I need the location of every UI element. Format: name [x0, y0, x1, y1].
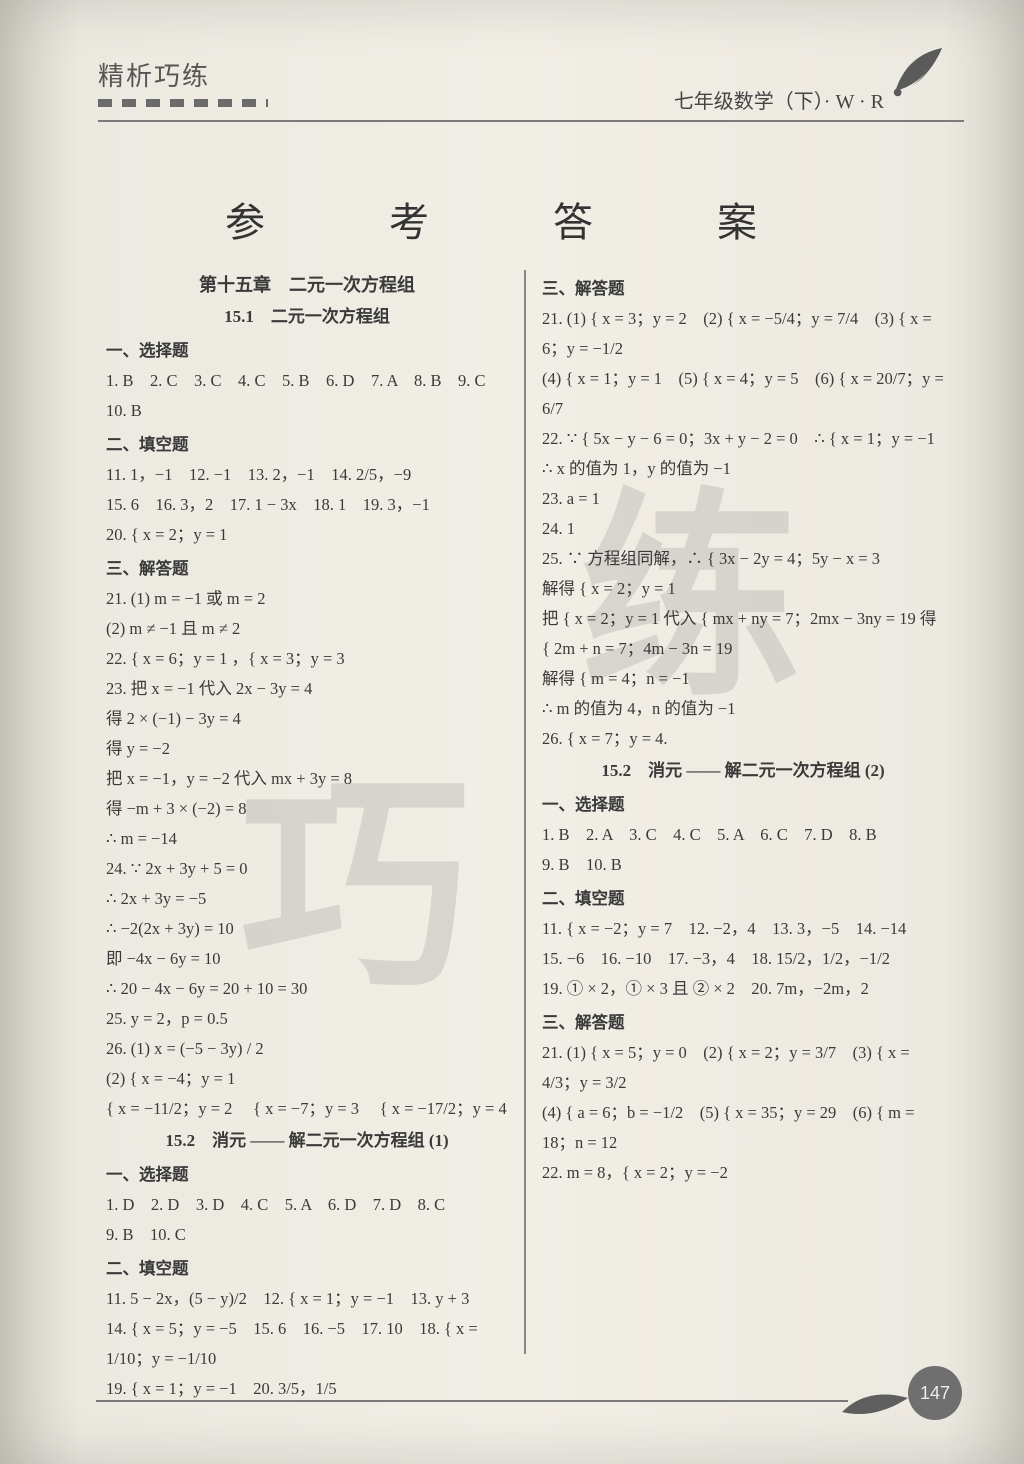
answer-line: (4) { x = 1；y = 1 (5) { x = 4；y = 5 (6) … [542, 364, 944, 424]
subsection-heading: 一、选择题 [106, 336, 508, 366]
answer-line: 22. { x = 6；y = 1 ，{ x = 3；y = 3 [106, 644, 508, 674]
answer-line: 24. ∵ 2x + 3y + 5 = 0 [106, 854, 508, 884]
chapter-heading: 第十五章 二元一次方程组 [106, 270, 508, 300]
subsection-heading: 一、选择题 [542, 790, 944, 820]
answer-line: 22. m = 8，{ x = 2；y = −2 [542, 1158, 944, 1188]
page-header: 精析巧练 七年级数学（下）· W · R [98, 56, 964, 122]
answer-line: 把 { x = 2；y = 1 代入 { mx + ny = 7；2mx − 3… [542, 604, 944, 664]
subsection-heading: 二、填空题 [106, 1254, 508, 1284]
answer-line: 22. ∵ { 5x − y − 6 = 0；3x + y − 2 = 0 ∴ … [542, 424, 944, 454]
answer-line: (2) m ≠ −1 且 m ≠ 2 [106, 614, 508, 644]
answer-line: 25. ∵ 方程组同解，∴ { 3x − 2y = 4；5y − x = 3 [542, 544, 944, 574]
answer-line: 11. 1，−1 12. −1 13. 2，−1 14. 2/5，−9 [106, 460, 508, 490]
subsection-heading: 一、选择题 [106, 1160, 508, 1190]
answer-line: 9. B 10. B [542, 850, 944, 880]
answer-line: { x = −11/2；y = 2 { x = −7；y = 3 { x = −… [106, 1094, 508, 1124]
answer-line: 1. B 2. C 3. C 4. C 5. B 6. D 7. A 8. B … [106, 366, 508, 426]
answer-line: 11. { x = −2；y = 7 12. −2，4 13. 3，−5 14.… [542, 914, 944, 944]
leaf-icon [840, 1374, 910, 1418]
column-divider [524, 270, 526, 1354]
answer-line: 19. ① × 2，① × 3 且 ② × 2 20. 7m，−2m，2 [542, 974, 944, 1004]
answer-line: 26. { x = 7；y = 4. [542, 724, 944, 754]
answer-line: 把 x = −1，y = −2 代入 mx + 3y = 8 [106, 764, 508, 794]
page-title: 参 考 答 案 [0, 190, 1024, 248]
answer-line: 21. (1) m = −1 或 m = 2 [106, 584, 508, 614]
left-column: 第十五章 二元一次方程组 15.1 二元一次方程组 一、选择题 1. B 2. … [96, 270, 518, 1354]
answer-line: (2) { x = −4；y = 1 [106, 1064, 508, 1094]
answer-line: ∴ 2x + 3y = −5 [106, 884, 508, 914]
grade-label: 七年级数学（下）· W · R [674, 85, 884, 114]
answer-line: 14. { x = 5；y = −5 15. 6 16. −5 17. 10 1… [106, 1314, 508, 1374]
answer-line: 解得 { m = 4；n = −1 [542, 664, 944, 694]
answer-line: 15. −6 16. −10 17. −3，4 18. 15/2，1/2，−1/… [542, 944, 944, 974]
section-heading: 15.1 二元一次方程组 [106, 302, 508, 332]
section-heading: 15.2 消元 —— 解二元一次方程组 (1) [106, 1126, 508, 1156]
answer-line: 9. B 10. C [106, 1220, 508, 1250]
page-number: 147 [920, 1383, 950, 1404]
page: 精析巧练 七年级数学（下）· W · R 参 考 答 案 巧 练 第十五章 二元… [0, 0, 1024, 1464]
answer-line: 得 y = −2 [106, 734, 508, 764]
answer-line: ∴ m 的值为 4，n 的值为 −1 [542, 694, 944, 724]
answer-line: ∴ −2(2x + 3y) = 10 [106, 914, 508, 944]
plume-icon [888, 44, 946, 102]
answer-line: 23. a = 1 [542, 484, 944, 514]
subsection-heading: 三、解答题 [106, 554, 508, 584]
subsection-heading: 三、解答题 [542, 274, 944, 304]
subsection-heading: 二、填空题 [106, 430, 508, 460]
answer-line: 26. (1) x = (−5 − 3y) / 2 [106, 1034, 508, 1064]
section-heading: 15.2 消元 —— 解二元一次方程组 (2) [542, 756, 944, 786]
answer-line: ∴ m = −14 [106, 824, 508, 854]
subsection-heading: 三、解答题 [542, 1008, 944, 1038]
answer-line: ∴ x 的值为 1，y 的值为 −1 [542, 454, 944, 484]
answer-line: 15. 6 16. 3，2 17. 1 − 3x 18. 1 19. 3，−1 [106, 490, 508, 520]
content-columns: 第十五章 二元一次方程组 15.1 二元一次方程组 一、选择题 1. B 2. … [96, 270, 954, 1354]
subsection-heading: 二、填空题 [542, 884, 944, 914]
answer-line: 24. 1 [542, 514, 944, 544]
answer-line: 即 −4x − 6y = 10 [106, 944, 508, 974]
answer-line: 25. y = 2，p = 0.5 [106, 1004, 508, 1034]
header-dash [98, 99, 268, 107]
answer-line: 11. 5 − 2x，(5 − y)/2 12. { x = 1；y = −1 … [106, 1284, 508, 1314]
answer-line: 21. (1) { x = 3；y = 2 (2) { x = −5/4；y =… [542, 304, 944, 364]
answer-line: 1. B 2. A 3. C 4. C 5. A 6. C 7. D 8. B [542, 820, 944, 850]
answer-line: 得 2 × (−1) − 3y = 4 [106, 704, 508, 734]
answer-line: 解得 { x = 2；y = 1 [542, 574, 944, 604]
page-number-badge: 147 [908, 1366, 962, 1420]
answer-line: 1. D 2. D 3. D 4. C 5. A 6. D 7. D 8. C [106, 1190, 508, 1220]
answer-line: 21. (1) { x = 5；y = 0 (2) { x = 2；y = 3/… [542, 1038, 944, 1098]
answer-line: 20. { x = 2；y = 1 [106, 520, 508, 550]
right-column: 三、解答题 21. (1) { x = 3；y = 2 (2) { x = −5… [532, 270, 954, 1354]
answer-line: 23. 把 x = −1 代入 2x − 3y = 4 [106, 674, 508, 704]
answer-line: ∴ 20 − 4x − 6y = 20 + 10 = 30 [106, 974, 508, 1004]
answer-line: 得 −m + 3 × (−2) = 8 [106, 794, 508, 824]
footer-rule [96, 1400, 848, 1402]
page-footer: 147 [96, 1374, 978, 1424]
answer-line: (4) { a = 6；b = −1/2 (5) { x = 35；y = 29… [542, 1098, 944, 1158]
